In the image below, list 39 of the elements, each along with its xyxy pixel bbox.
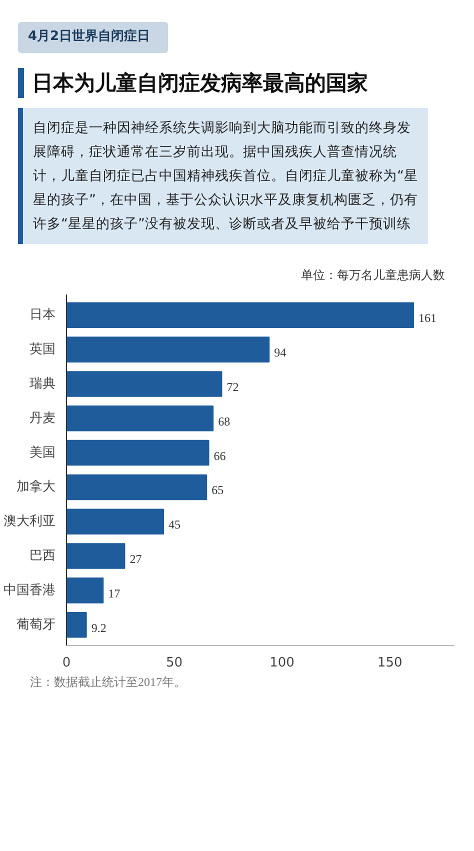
- y-tick-label: 葡萄牙: [16, 617, 56, 632]
- bar: [66, 474, 208, 500]
- y-tick-label: 瑞典: [30, 376, 56, 392]
- chart-title: 日本为儿童自闭症发病率最高的国家: [32, 70, 368, 97]
- bar: [66, 440, 210, 466]
- data-label: 72: [226, 380, 239, 394]
- y-tick-label: 加拿大: [16, 479, 56, 494]
- y-tick-label: 巴西: [30, 548, 56, 564]
- data-label: 9.2: [91, 620, 106, 635]
- data-label: 161: [418, 310, 437, 325]
- data-label: 45: [168, 517, 180, 532]
- y-tick-label: 日本: [30, 307, 56, 322]
- x-tick-label: 150: [377, 655, 402, 670]
- data-label: 17: [108, 586, 120, 600]
- y-tick-label: 丹麦: [30, 410, 56, 426]
- bar: [66, 508, 164, 534]
- y-tick-label: 澳大利亚: [4, 514, 56, 529]
- data-label: 27: [130, 552, 142, 566]
- y-tick-label: 中国香港: [4, 582, 56, 598]
- bar: [66, 405, 214, 431]
- x-tick-label: 50: [166, 655, 183, 670]
- y-tick-label: 英国: [30, 342, 56, 357]
- bar: [66, 370, 222, 397]
- data-label: 94: [274, 345, 286, 360]
- text: 注：数据截止统计至2017年。: [30, 674, 186, 691]
- bar: [66, 542, 126, 569]
- bar: [66, 336, 270, 362]
- y-tick-label: 美国: [30, 444, 56, 460]
- x-tick-label: 100: [270, 655, 294, 670]
- text: 4月2日世界自闭症日: [28, 28, 150, 46]
- text: 单位：每万名儿童患病人数: [301, 266, 445, 284]
- data-label: 68: [218, 414, 230, 428]
- data-label: 66: [214, 448, 226, 462]
- data-label: 65: [212, 482, 224, 497]
- bar: [66, 302, 414, 328]
- bar: [66, 577, 104, 604]
- chart-subtitle: 自闭症是一种因神经系统失调影响到大脑功能而引致的终身发展障碍，症状通常在三岁前出现。据中国残疾人普查情况统计，儿童自闭症已占中国精神残疾首位。自闭症儿童被称为“星星的孩子”，在中国，基于公众认识水平及康复机构匮乏，仍有许多“星星的孩子”没有被发现、诊断或者及早被给予干预训练: [33, 118, 418, 234]
- bar: [66, 612, 87, 638]
- x-tick-label: 0: [62, 655, 71, 670]
